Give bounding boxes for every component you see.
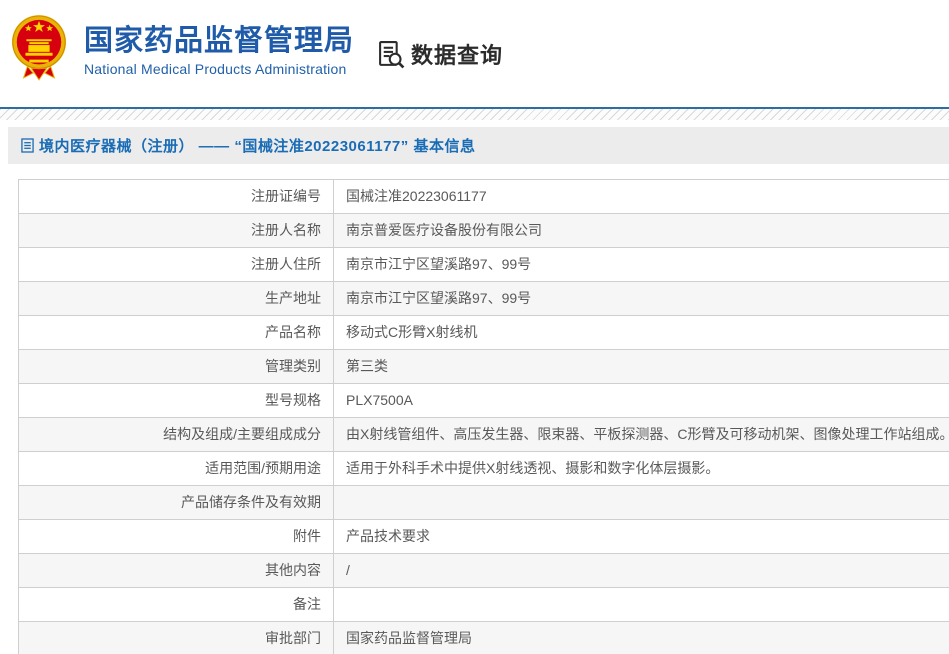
field-value: PLX7500A xyxy=(346,392,413,408)
table-row: 产品储存条件及有效期 xyxy=(19,486,949,520)
field-label: 适用范围/预期用途 xyxy=(19,452,334,485)
field-label: 生产地址 xyxy=(19,282,334,315)
field-label: 注册人住所 xyxy=(19,248,334,281)
table-row: 管理类别 第三类 xyxy=(19,350,949,384)
table-row: 产品名称 移动式C形臂X射线机 xyxy=(19,316,949,350)
field-value: 由X射线管组件、高压发生器、限束器、平板探测器、C形臂及可移动机架、图像处理工作… xyxy=(346,426,949,442)
table-row: 注册人名称 南京普爱医疗设备股份有限公司 xyxy=(19,214,949,248)
data-query-link[interactable]: 数据查询 xyxy=(377,38,503,70)
table-row: 生产地址 南京市江宁区望溪路97、99号 xyxy=(19,282,949,316)
field-value: 第三类 xyxy=(346,358,388,374)
field-value xyxy=(334,588,949,621)
page-title: 境内医疗器械（注册） —— “国械注准20223061177” 基本信息 xyxy=(39,138,476,155)
table-row: 适用范围/预期用途 适用于外科手术中提供X射线透视、摄影和数字化体层摄影。 xyxy=(19,452,949,486)
table-row: 注册人住所 南京市江宁区望溪路97、99号 xyxy=(19,248,949,282)
field-value: 南京普爱医疗设备股份有限公司 xyxy=(346,222,542,238)
field-value: 国械注准20223061177 xyxy=(346,188,487,204)
table-row: 审批部门 国家药品监督管理局 xyxy=(19,622,949,654)
field-label: 注册人名称 xyxy=(19,214,334,247)
field-label: 备注 xyxy=(19,588,334,621)
table-row: 型号规格 PLX7500A xyxy=(19,384,949,418)
field-value: 产品技术要求 xyxy=(346,528,430,544)
field-value xyxy=(334,486,949,519)
field-label: 附件 xyxy=(19,520,334,553)
field-value: / xyxy=(346,562,350,578)
field-label: 产品名称 xyxy=(19,316,334,349)
org-name-cn: 国家药品监督管理局 xyxy=(84,25,355,57)
national-emblem-logo xyxy=(11,15,67,81)
table-row: 备注 xyxy=(19,588,949,622)
breadcrumb-bar: 境内医疗器械（注册） —— “国械注准20223061177” 基本信息 xyxy=(8,127,949,164)
field-label: 结构及组成/主要组成成分 xyxy=(19,418,334,451)
org-title-block: 国家药品监督管理局 National Medical Products Admi… xyxy=(84,24,354,77)
field-value: 移动式C形臂X射线机 xyxy=(346,324,478,340)
registration-info-table: 注册证编号 国械注准20223061177 注册人名称 南京普爱医疗设备股份有限… xyxy=(18,179,949,654)
header-divider xyxy=(0,107,949,109)
table-row: 注册证编号 国械注准20223061177 xyxy=(19,180,949,214)
table-row: 结构及组成/主要组成成分 由X射线管组件、高压发生器、限束器、平板探测器、C形臂… xyxy=(19,418,949,452)
org-name-en: National Medical Products Administration xyxy=(84,61,347,77)
field-label: 审批部门 xyxy=(19,622,334,654)
field-label: 产品储存条件及有效期 xyxy=(19,486,334,519)
field-value: 南京市江宁区望溪路97、99号 xyxy=(346,256,532,272)
field-value: 南京市江宁区望溪路97、99号 xyxy=(346,290,532,306)
site-header: 国家药品监督管理局 National Medical Products Admi… xyxy=(0,0,949,107)
field-value: 适用于外科手术中提供X射线透视、摄影和数字化体层摄影。 xyxy=(346,460,720,476)
document-icon xyxy=(21,138,34,153)
field-label: 型号规格 xyxy=(19,384,334,417)
field-value: 国家药品监督管理局 xyxy=(346,630,472,646)
table-row: 其他内容 / xyxy=(19,554,949,588)
field-label: 其他内容 xyxy=(19,554,334,587)
table-row: 附件 产品技术要求 xyxy=(19,520,949,554)
data-query-label: 数据查询 xyxy=(411,43,504,68)
hatch-pattern-strip xyxy=(0,109,949,120)
document-search-icon xyxy=(379,40,405,68)
field-label: 注册证编号 xyxy=(19,180,334,213)
field-label: 管理类别 xyxy=(19,350,334,383)
